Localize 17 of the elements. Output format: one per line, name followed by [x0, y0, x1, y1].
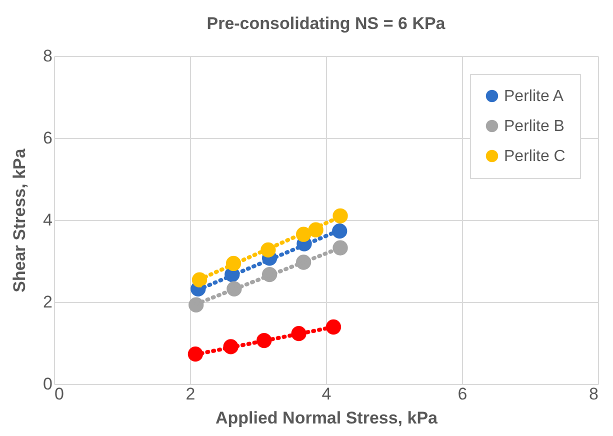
- y-tick-label: 2: [43, 292, 52, 312]
- x-tick-label: 0: [54, 384, 64, 404]
- point: [332, 240, 348, 256]
- legend-label: Perlite B: [504, 118, 564, 135]
- chart-title: Pre-consolidating NS = 6 KPa: [206, 14, 446, 33]
- y-tick-label: 8: [43, 46, 52, 66]
- x-tick-label: 6: [458, 384, 468, 404]
- point: [332, 208, 348, 224]
- legend-label: Perlite C: [504, 148, 566, 165]
- legend-label: Perlite A: [504, 88, 564, 105]
- x-tick-label: 2: [186, 384, 196, 404]
- x-tick-label: 8: [589, 384, 598, 404]
- y-tick-label: 4: [43, 210, 52, 230]
- y-tick-label: 6: [43, 128, 52, 148]
- x-tick-label: 4: [322, 384, 332, 404]
- x-axis-title: Applied Normal Stress, kPa: [215, 408, 438, 428]
- y-axis-title: Shear Stress, kPa: [10, 148, 30, 292]
